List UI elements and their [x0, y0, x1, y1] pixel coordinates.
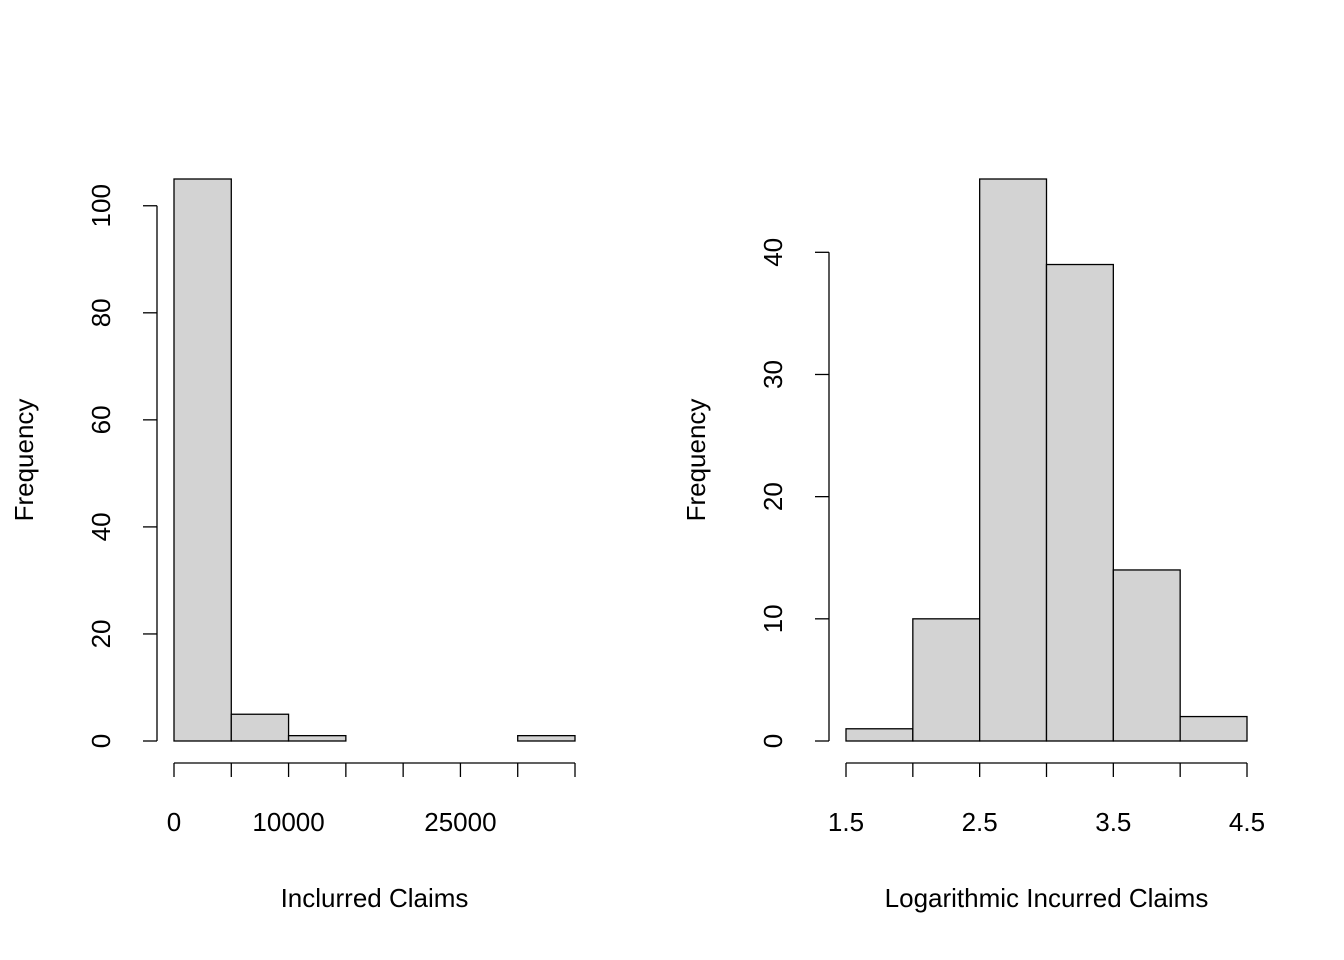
x-tick-label: 4.5: [1229, 807, 1265, 837]
bar: [287, 734, 347, 742]
y-tick-label: 30: [758, 360, 788, 389]
bar: [1112, 569, 1181, 742]
bar: [173, 178, 232, 742]
x-tick-label: 0: [167, 807, 181, 837]
y-tick-label: 60: [86, 405, 116, 434]
bar: [979, 178, 1048, 742]
x-tick-label: 10000: [252, 807, 324, 837]
bar: [517, 734, 576, 742]
y-tick-label: 100: [86, 184, 116, 227]
y-axis-label: Frequency: [681, 399, 711, 522]
x-tick-label: 1.5: [828, 807, 864, 837]
y-tick-label: 40: [758, 238, 788, 267]
bar: [1179, 715, 1248, 742]
y-tick-label: 40: [86, 512, 116, 541]
x-axis-label: Inclurred Claims: [281, 883, 469, 913]
y-tick-label: 0: [758, 734, 788, 748]
y-tick-label: 80: [86, 298, 116, 327]
x-axis-label: Logarithmic Incurred Claims: [885, 883, 1209, 913]
x-tick-label: 2.5: [962, 807, 998, 837]
x-tick-label: 3.5: [1095, 807, 1131, 837]
y-axis-label: Frequency: [9, 399, 39, 522]
x-tick-label: 25000: [424, 807, 496, 837]
bar: [230, 713, 290, 742]
bar: [1045, 263, 1114, 742]
bar: [912, 618, 981, 742]
y-tick-label: 0: [86, 734, 116, 748]
y-tick-label: 10: [758, 604, 788, 633]
y-tick-label: 20: [758, 482, 788, 511]
bar: [845, 728, 914, 742]
y-tick-label: 20: [86, 619, 116, 648]
